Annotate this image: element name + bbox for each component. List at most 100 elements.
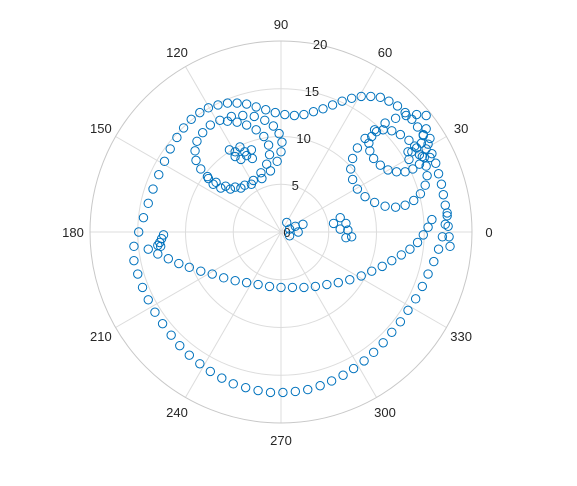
series-right-eye-center xyxy=(403,124,435,165)
data-point xyxy=(396,250,407,260)
theta-tick-label: 90 xyxy=(274,17,288,32)
data-point xyxy=(253,385,263,396)
data-point xyxy=(378,338,388,348)
data-point xyxy=(264,149,275,160)
data-point xyxy=(178,123,189,133)
data-point xyxy=(153,249,163,259)
data-point xyxy=(369,197,380,208)
data-point xyxy=(377,261,387,272)
polar-grid xyxy=(89,40,473,424)
data-point xyxy=(411,109,422,120)
data-point xyxy=(247,153,258,164)
data-point xyxy=(143,244,153,254)
data-point xyxy=(433,244,444,254)
theta-tick-label: 180 xyxy=(62,225,84,240)
data-point xyxy=(427,214,437,225)
data-point xyxy=(303,384,313,395)
data-point xyxy=(328,218,339,229)
r-tick-label: 10 xyxy=(296,131,310,146)
data-point xyxy=(190,146,200,156)
data-point xyxy=(423,139,433,149)
data-point xyxy=(412,122,423,132)
data-point xyxy=(260,115,270,125)
data-point xyxy=(157,318,168,329)
data-point xyxy=(225,184,236,194)
data-point xyxy=(408,164,418,174)
data-point xyxy=(360,191,370,202)
data-point xyxy=(256,168,266,178)
data-point xyxy=(230,147,240,157)
theta-tick-label: 240 xyxy=(166,405,188,420)
data-point xyxy=(133,269,143,279)
data-point xyxy=(416,138,427,148)
data-point xyxy=(235,142,245,152)
theta-tick-label: 300 xyxy=(374,405,396,420)
data-point xyxy=(148,184,158,194)
data-point xyxy=(205,366,216,377)
data-point xyxy=(420,180,430,190)
data-point xyxy=(352,143,363,153)
data-point xyxy=(282,217,292,228)
data-point xyxy=(268,121,279,131)
data-point xyxy=(421,161,431,171)
data-point xyxy=(365,146,375,156)
data-point xyxy=(364,138,374,148)
r-gridline-10 xyxy=(185,136,377,328)
data-point xyxy=(371,127,382,137)
data-point xyxy=(284,231,295,241)
data-point xyxy=(433,169,444,179)
data-point xyxy=(367,131,377,142)
data-point xyxy=(346,164,356,174)
data-point xyxy=(395,129,406,140)
data-point xyxy=(392,101,403,111)
data-point xyxy=(425,152,435,163)
data-point xyxy=(390,113,401,124)
data-point xyxy=(405,244,415,254)
data-point xyxy=(421,124,431,134)
data-point xyxy=(337,96,347,106)
data-point xyxy=(143,295,153,305)
data-point xyxy=(445,241,455,252)
data-point xyxy=(220,181,231,191)
data-point xyxy=(442,208,452,218)
data-point xyxy=(186,114,196,125)
data-point xyxy=(240,382,251,393)
data-point xyxy=(276,282,286,293)
data-point xyxy=(409,195,419,206)
data-point xyxy=(280,109,290,120)
data-point xyxy=(391,167,402,177)
data-point xyxy=(259,131,269,142)
data-point xyxy=(263,140,274,150)
data-point xyxy=(241,120,252,130)
data-point xyxy=(403,147,413,157)
theta-tick-label: 120 xyxy=(166,45,188,60)
data-point xyxy=(191,155,201,166)
data-point xyxy=(276,147,286,157)
series-outer-top-arc xyxy=(129,91,455,252)
data-markers xyxy=(129,91,455,398)
data-point xyxy=(310,281,321,292)
data-point xyxy=(417,281,428,292)
r-tick-label: 20 xyxy=(313,37,327,52)
data-point xyxy=(327,100,338,110)
data-point xyxy=(205,120,216,130)
data-point xyxy=(308,106,319,117)
data-point xyxy=(346,232,357,242)
data-point xyxy=(230,276,240,286)
data-point xyxy=(380,118,390,128)
data-point xyxy=(213,100,223,110)
data-point xyxy=(290,386,301,397)
data-point xyxy=(289,110,300,121)
data-point xyxy=(315,381,325,391)
data-point xyxy=(224,145,235,155)
data-point xyxy=(226,111,237,122)
data-point xyxy=(287,282,298,293)
data-point xyxy=(378,125,388,135)
data-point xyxy=(384,96,394,106)
data-point xyxy=(203,173,214,184)
data-point xyxy=(265,166,276,176)
data-point xyxy=(368,153,379,164)
data-point xyxy=(421,144,431,154)
data-point xyxy=(414,159,425,169)
data-point xyxy=(153,240,163,251)
